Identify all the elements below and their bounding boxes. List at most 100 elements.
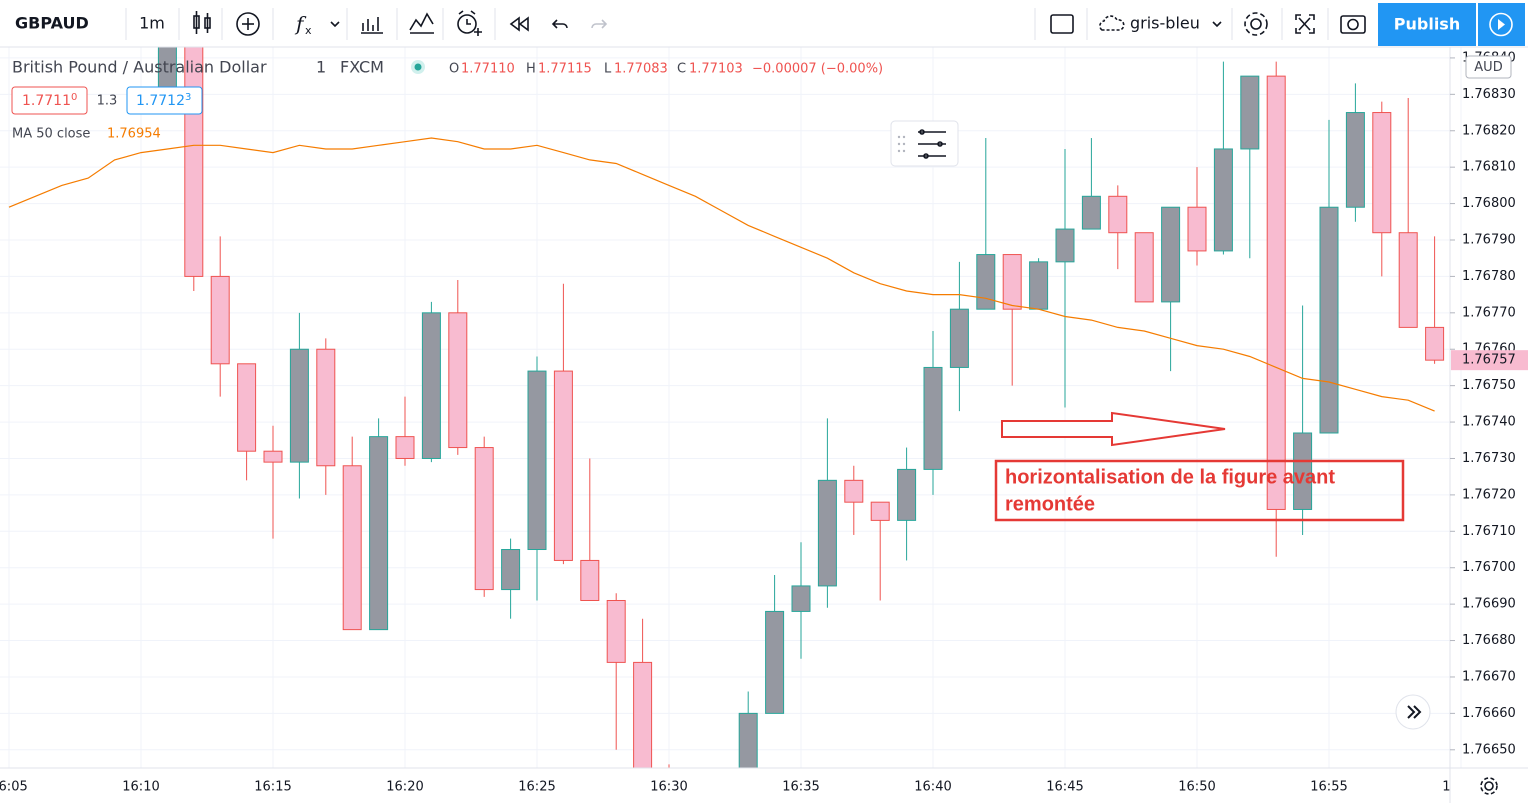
cloud-icon[interactable] (1099, 15, 1125, 31)
y-tick-label: 1.76740 (1462, 415, 1516, 430)
candle-body (1345, 112, 1365, 208)
x-tick-label: 16:30 (650, 780, 687, 795)
candle-body (738, 712, 758, 768)
candle-body (501, 549, 521, 591)
redo-icon (591, 19, 608, 29)
candle-body (1002, 254, 1022, 310)
ma-label: MA 50 close (12, 127, 90, 142)
publish-button[interactable] (1378, 3, 1476, 46)
candle-body (263, 450, 283, 463)
fullscreen-icon[interactable] (1295, 14, 1315, 34)
grid (0, 47, 1462, 768)
compare-icon[interactable] (236, 12, 260, 36)
c-value: 1.77103 (689, 62, 743, 77)
toolbar (0, 0, 1528, 47)
candle-body (1081, 195, 1101, 230)
market-status[interactable] (414, 63, 422, 71)
candle-body (1055, 228, 1075, 263)
bid-box[interactable] (11, 86, 88, 115)
candle-body (553, 370, 573, 561)
y-tick-label: 1.76820 (1462, 123, 1516, 138)
layout-menu-arrow[interactable] (1212, 21, 1222, 28)
drag-handle[interactable] (897, 135, 906, 153)
x-tick-label: 16:45 (1046, 780, 1083, 795)
snapshot-icon[interactable] (1340, 15, 1366, 34)
settings-icon[interactable] (1244, 12, 1268, 36)
annotation-line: horizontalisation de la figure avant (1005, 466, 1335, 488)
candle-body (1319, 206, 1339, 434)
candle-body (1425, 326, 1445, 361)
candle-body (395, 436, 415, 459)
x-tick-label: 16:25 (518, 780, 555, 795)
candle-body (817, 479, 837, 587)
y-tick-label: 1.76770 (1462, 305, 1516, 320)
o-label: O (449, 62, 459, 77)
axis-settings-icon[interactable] (1480, 777, 1498, 795)
candle-body (923, 366, 943, 470)
rewind-icon[interactable] (509, 16, 529, 32)
ma-value: 1.76954 (107, 127, 161, 142)
candle-body (870, 501, 890, 521)
candle-body (1240, 75, 1260, 150)
candle-body (1266, 75, 1286, 510)
ask-box[interactable] (126, 86, 203, 115)
candle-body (791, 585, 811, 612)
candle-body (1372, 112, 1392, 234)
candle-body (316, 348, 336, 467)
l-label: L (604, 62, 612, 77)
ma-line (8, 137, 1435, 412)
scroll-icon (1407, 705, 1422, 719)
candle-body (949, 308, 969, 368)
x-tick-label: 16:55 (1310, 780, 1347, 795)
currency: AUD (1474, 60, 1502, 75)
x-tick-label: 16:10 (122, 780, 159, 795)
x-tick-label: 16:20 (386, 780, 423, 795)
y-tick-label: 1.76650 (1462, 742, 1516, 757)
candle-body (1398, 232, 1418, 328)
candle-body (421, 312, 441, 459)
ask[interactable]: 1.77123 (136, 92, 191, 109)
bid-frac: 0 (71, 92, 77, 103)
alert-icon[interactable] (457, 10, 482, 36)
object-tree-icon[interactable] (918, 129, 946, 159)
currency-box (1465, 55, 1512, 79)
annotation-line: remontée (1005, 493, 1095, 515)
layout-name[interactable]: gris-bleu (1130, 14, 1200, 33)
replay-chart-icon[interactable] (409, 12, 434, 34)
y-tick-label: 1.76690 (1462, 597, 1516, 612)
candle-body (1108, 195, 1128, 234)
candle-body (210, 275, 230, 365)
legend-pair: British Pound / Australian Dollar (12, 58, 267, 77)
bid[interactable]: 1.77110 (22, 92, 77, 109)
candle-body (1187, 206, 1207, 252)
h-label: H (526, 62, 536, 77)
svg-text:x: x (305, 24, 312, 37)
candle-body (369, 436, 389, 631)
symbol[interactable]: GBPAUD (15, 14, 89, 33)
candle-body (342, 465, 362, 631)
bid-main: 1.7711 (22, 93, 71, 109)
publish-label[interactable]: Publish (1394, 15, 1460, 34)
y-tick-label: 1.76660 (1462, 706, 1516, 721)
go-live-icon[interactable] (1489, 12, 1513, 37)
y-tick-label: 1.76700 (1462, 560, 1516, 575)
y-tick-label: 1.76790 (1462, 232, 1516, 247)
candle-body (976, 254, 996, 310)
fullscreen-layout-icon[interactable] (1050, 14, 1074, 34)
undo-icon[interactable] (551, 19, 568, 29)
templates-icon[interactable] (361, 17, 383, 34)
axes: 1.76650 1.76660 1.76670 1.76680 1.76690 1.767… (0, 50, 1528, 803)
axis-corner (1451, 769, 1528, 803)
candles-icon[interactable] (193, 11, 211, 34)
candle-body (527, 370, 547, 551)
annotation-arrow (1001, 411, 1226, 447)
annotation-box (994, 459, 1405, 522)
candle-body (1029, 261, 1049, 310)
y-tick-label: 1.76680 (1462, 633, 1516, 648)
interval[interactable]: 1m (139, 14, 165, 33)
candle-body (606, 599, 626, 663)
y-tick-label: 1.76730 (1462, 451, 1516, 466)
y-tick-label: 1.76780 (1462, 269, 1516, 284)
